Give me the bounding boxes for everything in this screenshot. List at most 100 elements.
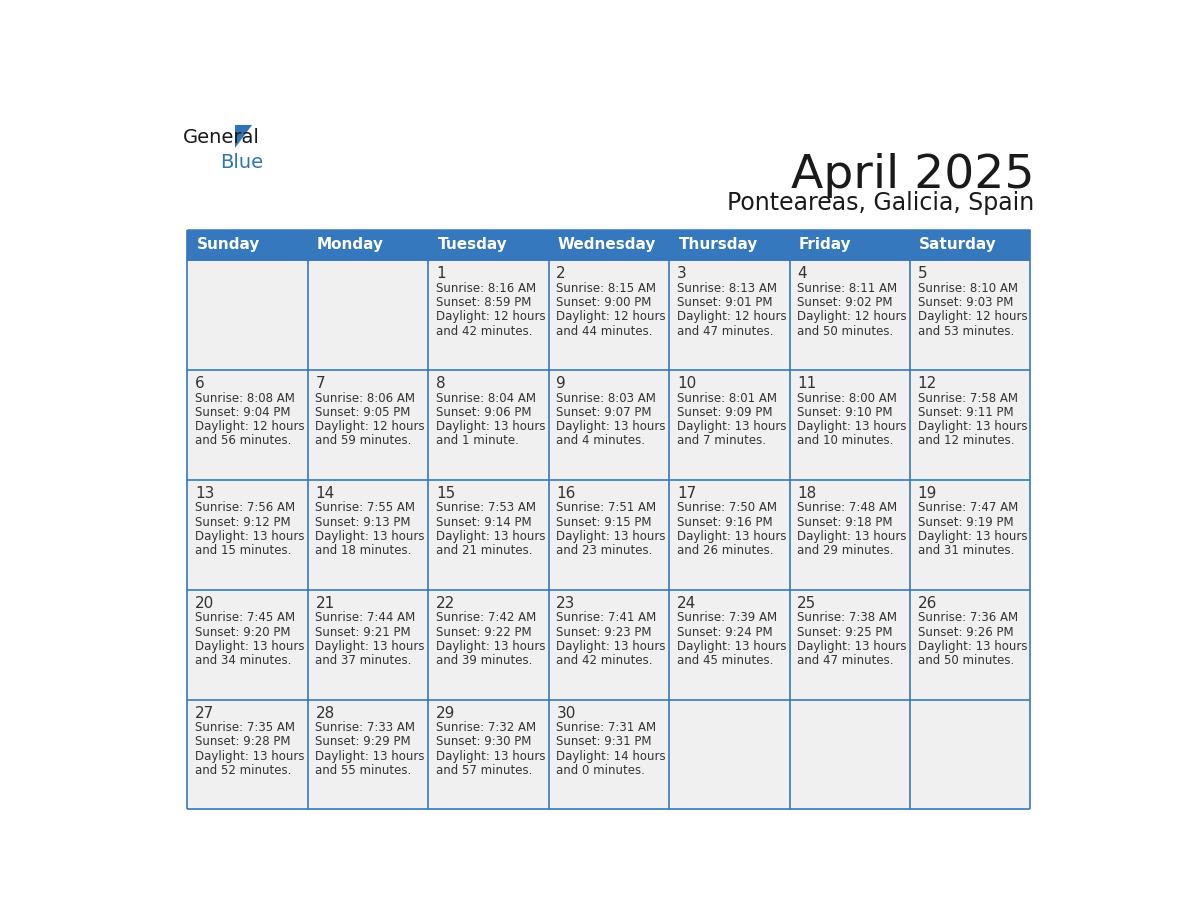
Text: Sunrise: 7:42 AM: Sunrise: 7:42 AM bbox=[436, 611, 536, 624]
Bar bbox=[549, 230, 669, 261]
Bar bbox=[910, 370, 1030, 480]
Text: Sunrise: 7:38 AM: Sunrise: 7:38 AM bbox=[797, 611, 897, 624]
Text: Sunrise: 7:32 AM: Sunrise: 7:32 AM bbox=[436, 721, 536, 734]
Bar bbox=[549, 480, 669, 589]
Bar bbox=[549, 261, 669, 370]
Text: Thursday: Thursday bbox=[678, 238, 758, 252]
Text: 25: 25 bbox=[797, 596, 816, 610]
Bar bbox=[910, 261, 1030, 370]
Text: Sunrise: 8:01 AM: Sunrise: 8:01 AM bbox=[677, 392, 777, 405]
Text: Daylight: 14 hours: Daylight: 14 hours bbox=[556, 750, 666, 763]
Text: Daylight: 13 hours: Daylight: 13 hours bbox=[316, 640, 425, 653]
Text: Sunrise: 8:08 AM: Sunrise: 8:08 AM bbox=[195, 392, 295, 405]
Text: Sunset: 9:11 PM: Sunset: 9:11 PM bbox=[918, 406, 1013, 419]
Text: and 44 minutes.: and 44 minutes. bbox=[556, 325, 653, 338]
Text: and 52 minutes.: and 52 minutes. bbox=[195, 764, 291, 777]
Text: Sunrise: 7:39 AM: Sunrise: 7:39 AM bbox=[677, 611, 777, 624]
Text: Daylight: 13 hours: Daylight: 13 hours bbox=[918, 420, 1028, 433]
Text: Sunset: 9:13 PM: Sunset: 9:13 PM bbox=[316, 516, 411, 529]
Text: Sunset: 9:09 PM: Sunset: 9:09 PM bbox=[677, 406, 772, 419]
Text: 1: 1 bbox=[436, 266, 446, 282]
Text: and 26 minutes.: and 26 minutes. bbox=[677, 544, 773, 557]
Bar bbox=[188, 370, 308, 480]
Text: and 47 minutes.: and 47 minutes. bbox=[677, 325, 773, 338]
Text: 23: 23 bbox=[556, 596, 576, 610]
Bar bbox=[790, 700, 910, 810]
Bar bbox=[308, 700, 428, 810]
Text: 11: 11 bbox=[797, 376, 816, 391]
Text: Sunrise: 8:03 AM: Sunrise: 8:03 AM bbox=[556, 392, 656, 405]
Text: Sunrise: 7:35 AM: Sunrise: 7:35 AM bbox=[195, 721, 295, 734]
Bar bbox=[188, 261, 308, 370]
Text: Sunset: 9:07 PM: Sunset: 9:07 PM bbox=[556, 406, 652, 419]
Text: Sunset: 9:31 PM: Sunset: 9:31 PM bbox=[556, 735, 652, 748]
Text: Sunset: 9:23 PM: Sunset: 9:23 PM bbox=[556, 625, 652, 639]
Text: 18: 18 bbox=[797, 486, 816, 501]
Bar bbox=[188, 700, 308, 810]
Text: Sunrise: 7:53 AM: Sunrise: 7:53 AM bbox=[436, 501, 536, 514]
Text: Daylight: 13 hours: Daylight: 13 hours bbox=[436, 640, 545, 653]
Text: Sunrise: 8:13 AM: Sunrise: 8:13 AM bbox=[677, 282, 777, 295]
Text: Sunrise: 7:48 AM: Sunrise: 7:48 AM bbox=[797, 501, 897, 514]
Text: Daylight: 12 hours: Daylight: 12 hours bbox=[195, 420, 304, 433]
Text: Sunset: 9:00 PM: Sunset: 9:00 PM bbox=[556, 297, 652, 309]
Text: Daylight: 13 hours: Daylight: 13 hours bbox=[677, 640, 786, 653]
Text: 9: 9 bbox=[556, 376, 567, 391]
Text: Sunrise: 8:11 AM: Sunrise: 8:11 AM bbox=[797, 282, 897, 295]
Text: April 2025: April 2025 bbox=[791, 152, 1035, 197]
Text: Sunset: 9:02 PM: Sunset: 9:02 PM bbox=[797, 297, 893, 309]
Text: Sunrise: 7:45 AM: Sunrise: 7:45 AM bbox=[195, 611, 295, 624]
Text: and 7 minutes.: and 7 minutes. bbox=[677, 434, 766, 447]
Bar bbox=[549, 370, 669, 480]
Bar bbox=[308, 230, 428, 261]
Text: Ponteareas, Galicia, Spain: Ponteareas, Galicia, Spain bbox=[727, 191, 1035, 215]
Text: 15: 15 bbox=[436, 486, 455, 501]
Text: Sunset: 9:26 PM: Sunset: 9:26 PM bbox=[918, 625, 1013, 639]
Text: Daylight: 12 hours: Daylight: 12 hours bbox=[677, 310, 786, 323]
Text: and 39 minutes.: and 39 minutes. bbox=[436, 654, 532, 667]
Text: 24: 24 bbox=[677, 596, 696, 610]
Bar bbox=[910, 480, 1030, 589]
Text: Sunset: 9:06 PM: Sunset: 9:06 PM bbox=[436, 406, 531, 419]
Bar bbox=[790, 370, 910, 480]
Text: 21: 21 bbox=[316, 596, 335, 610]
Bar bbox=[669, 480, 790, 589]
Text: Daylight: 13 hours: Daylight: 13 hours bbox=[918, 530, 1028, 543]
Text: and 0 minutes.: and 0 minutes. bbox=[556, 764, 645, 777]
Text: 30: 30 bbox=[556, 706, 576, 721]
Text: Sunset: 9:16 PM: Sunset: 9:16 PM bbox=[677, 516, 772, 529]
Text: Blue: Blue bbox=[220, 152, 263, 172]
Text: and 21 minutes.: and 21 minutes. bbox=[436, 544, 532, 557]
Bar bbox=[308, 480, 428, 589]
Text: Sunrise: 8:10 AM: Sunrise: 8:10 AM bbox=[918, 282, 1018, 295]
Text: Daylight: 13 hours: Daylight: 13 hours bbox=[195, 530, 304, 543]
Text: and 53 minutes.: and 53 minutes. bbox=[918, 325, 1015, 338]
Text: Sunset: 9:15 PM: Sunset: 9:15 PM bbox=[556, 516, 652, 529]
Text: and 1 minute.: and 1 minute. bbox=[436, 434, 519, 447]
Text: Daylight: 13 hours: Daylight: 13 hours bbox=[556, 530, 665, 543]
Text: 6: 6 bbox=[195, 376, 204, 391]
Text: and 10 minutes.: and 10 minutes. bbox=[797, 434, 893, 447]
Text: Sunrise: 7:55 AM: Sunrise: 7:55 AM bbox=[316, 501, 416, 514]
Text: Sunset: 9:22 PM: Sunset: 9:22 PM bbox=[436, 625, 531, 639]
Text: 13: 13 bbox=[195, 486, 214, 501]
Text: 20: 20 bbox=[195, 596, 214, 610]
Bar bbox=[669, 370, 790, 480]
Text: Sunset: 9:12 PM: Sunset: 9:12 PM bbox=[195, 516, 291, 529]
Text: Sunrise: 7:41 AM: Sunrise: 7:41 AM bbox=[556, 611, 657, 624]
Text: Sunrise: 7:47 AM: Sunrise: 7:47 AM bbox=[918, 501, 1018, 514]
Bar bbox=[428, 589, 549, 700]
Text: Daylight: 13 hours: Daylight: 13 hours bbox=[316, 750, 425, 763]
Text: and 12 minutes.: and 12 minutes. bbox=[918, 434, 1015, 447]
Bar bbox=[188, 480, 308, 589]
Text: Sunset: 9:20 PM: Sunset: 9:20 PM bbox=[195, 625, 291, 639]
Text: and 50 minutes.: and 50 minutes. bbox=[918, 654, 1015, 667]
Bar bbox=[428, 230, 549, 261]
Text: 22: 22 bbox=[436, 596, 455, 610]
Text: Sunrise: 7:33 AM: Sunrise: 7:33 AM bbox=[316, 721, 416, 734]
Bar bbox=[669, 589, 790, 700]
Text: Tuesday: Tuesday bbox=[437, 238, 507, 252]
Bar bbox=[428, 370, 549, 480]
Text: Sunset: 9:01 PM: Sunset: 9:01 PM bbox=[677, 297, 772, 309]
Text: Sunset: 9:03 PM: Sunset: 9:03 PM bbox=[918, 297, 1013, 309]
